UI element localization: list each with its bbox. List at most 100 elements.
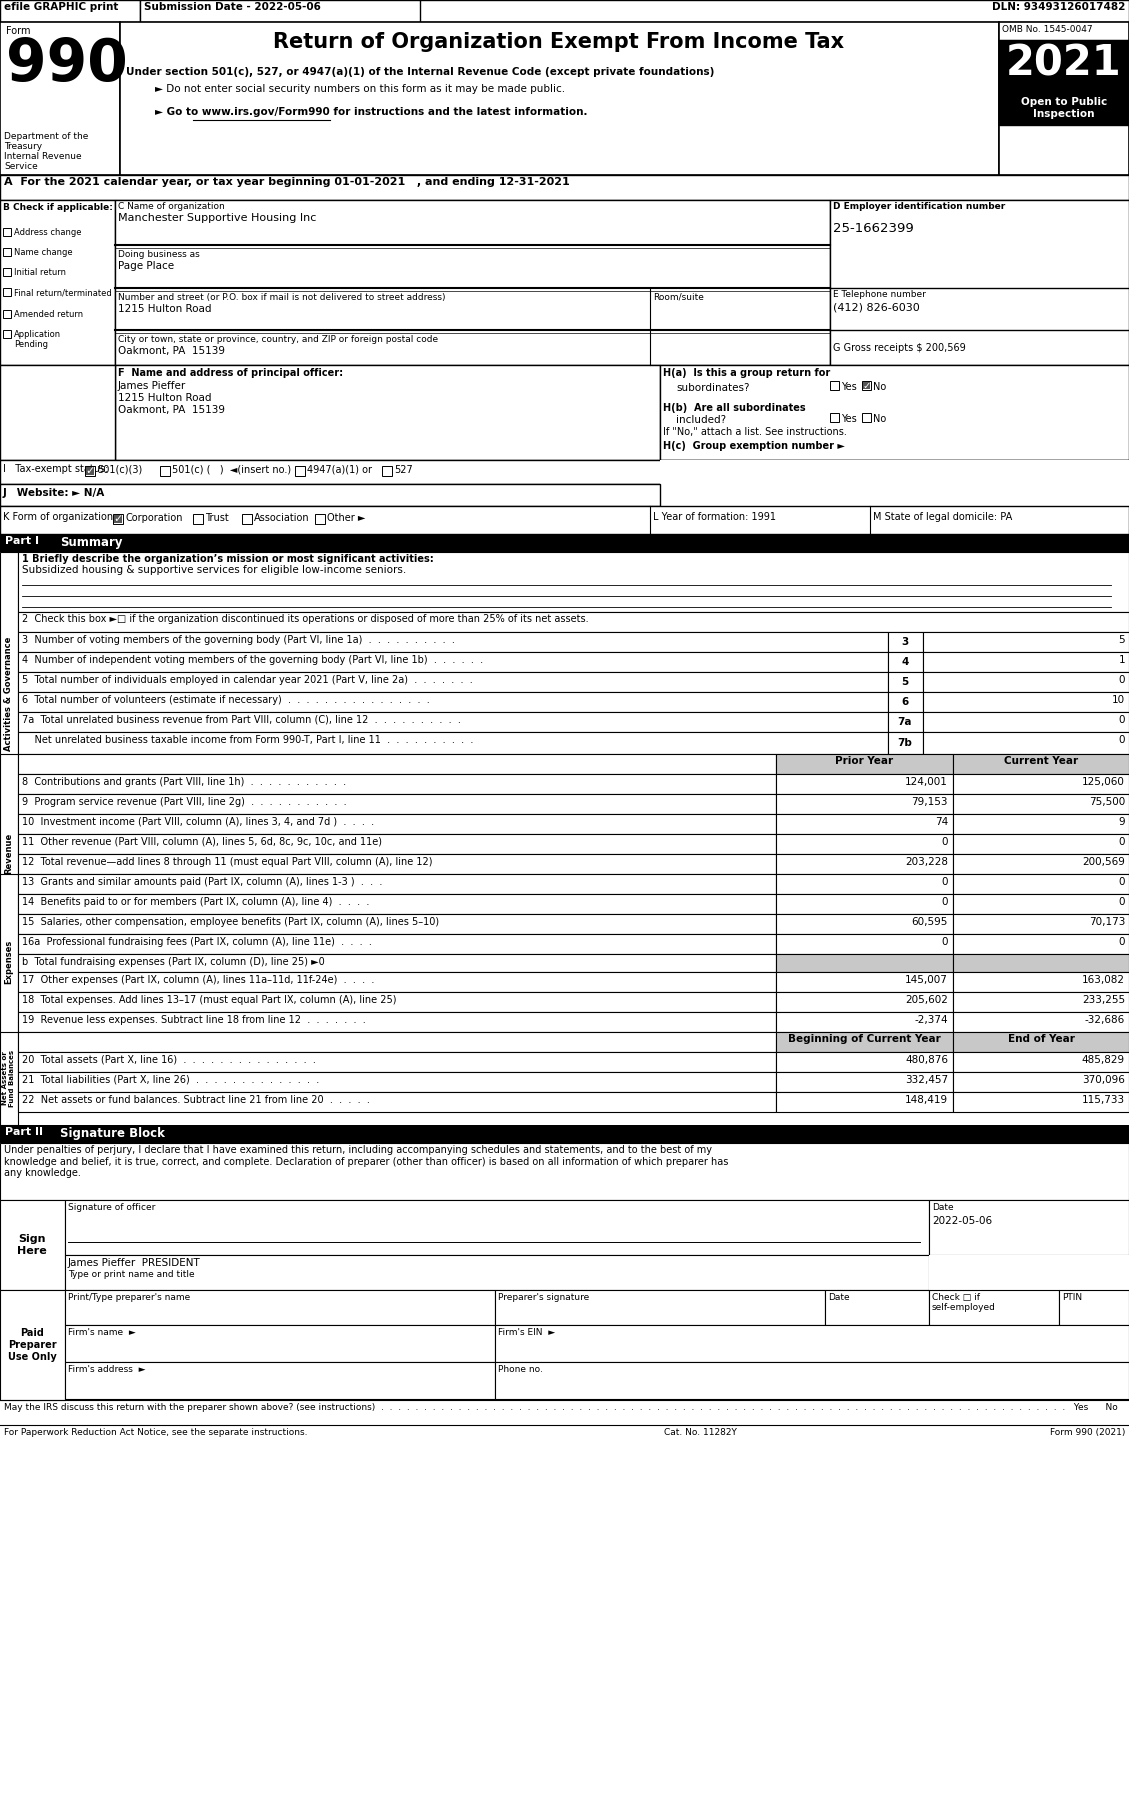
Text: James Pieffer  PRESIDENT: James Pieffer PRESIDENT [68,1257,201,1268]
Bar [120,22,999,174]
Bar [18,713,889,733]
Bar [953,795,1129,814]
Bar [776,914,953,934]
Text: Amended return: Amended return [14,310,84,319]
Text: J   Website: ► N/A: J Website: ► N/A [3,488,105,499]
Text: 0: 0 [1119,836,1124,847]
Text: H(c)  Group exemption number ►: H(c) Group exemption number ► [663,441,844,452]
Bar [776,775,953,795]
Text: 0: 0 [942,876,948,887]
Text: 0: 0 [1119,896,1124,907]
Bar [953,894,1129,914]
Bar [776,1072,953,1092]
Text: Oakmont, PA  15139: Oakmont, PA 15139 [119,346,225,356]
Bar [65,1201,929,1255]
Bar [776,854,953,874]
Text: ► Do not enter social security numbers on this form as it may be made public.: ► Do not enter social security numbers o… [155,83,566,94]
Bar [0,484,660,506]
Bar [3,249,11,256]
Bar [3,288,11,296]
Text: 11  Other revenue (Part VIII, column (A), lines 5, 6d, 8c, 9c, 10c, and 11e): 11 Other revenue (Part VIII, column (A),… [21,836,382,847]
Text: 115,733: 115,733 [1082,1096,1124,1105]
Text: Oakmont, PA  15139: Oakmont, PA 15139 [119,405,225,415]
Bar [18,934,776,954]
Bar [113,513,123,524]
Text: 7a: 7a [898,717,912,727]
Bar [0,0,140,22]
Text: ► Go to www.irs.gov/Form990 for instructions and the latest information.: ► Go to www.irs.gov/Form990 for instruct… [155,107,587,116]
Bar [18,992,776,1012]
Bar [18,1012,776,1032]
Bar [18,914,776,934]
Bar [0,874,18,1050]
Text: 124,001: 124,001 [905,776,948,787]
Bar [776,1092,953,1112]
Text: 60,595: 60,595 [911,918,948,927]
Bar [3,229,11,236]
Bar [0,755,18,952]
Text: 75,500: 75,500 [1088,796,1124,807]
Text: 19  Revenue less expenses. Subtract line 18 from line 12  .  .  .  .  .  .  .: 19 Revenue less expenses. Subtract line … [21,1016,366,1025]
Text: 5: 5 [901,677,909,688]
Text: I   Tax-exempt status:: I Tax-exempt status: [3,464,108,473]
Text: Date: Date [828,1293,850,1302]
Bar [924,671,1129,691]
Text: H(b)  Are all subordinates: H(b) Are all subordinates [663,403,806,414]
Text: Beginning of Current Year: Beginning of Current Year [788,1034,940,1045]
Bar [18,814,776,834]
Bar [18,651,889,671]
Bar [660,365,1129,461]
Bar [65,1362,495,1399]
Text: Other ►: Other ► [327,513,366,522]
Bar [953,775,1129,795]
Text: 148,419: 148,419 [904,1096,948,1105]
Text: 16a  Professional fundraising fees (Part IX, column (A), line 11e)  .  .  .  .: 16a Professional fundraising fees (Part … [21,938,371,947]
Bar [776,1032,953,1052]
Bar [924,631,1129,651]
Text: City or town, state or province, country, and ZIP or foreign postal code: City or town, state or province, country… [119,336,438,345]
Bar [18,691,889,713]
Text: 200,569: 200,569 [1082,856,1124,867]
Text: 10  Investment income (Part VIII, column (A), lines 3, 4, and 7d )  .  .  .  .: 10 Investment income (Part VIII, column … [21,816,374,827]
Bar [0,200,115,365]
Bar [924,733,1129,755]
Bar [953,1092,1129,1112]
Text: Activities & Governance: Activities & Governance [5,637,14,751]
Bar [776,972,953,992]
Bar [18,1032,776,1052]
Bar [18,551,1129,611]
Bar [0,365,115,461]
Bar [953,814,1129,834]
Text: Preparer's signature: Preparer's signature [498,1293,589,1302]
Text: 125,060: 125,060 [1082,776,1124,787]
Text: L Year of formation: 1991: L Year of formation: 1991 [653,512,776,522]
Bar [115,200,830,365]
Text: b  Total fundraising expenses (Part IX, column (D), line 25) ►0: b Total fundraising expenses (Part IX, c… [21,958,325,967]
Text: 7b: 7b [898,738,912,747]
Bar [953,874,1129,894]
Text: 233,255: 233,255 [1082,996,1124,1005]
Bar [18,834,776,854]
Text: DLN: 93493126017482: DLN: 93493126017482 [991,2,1124,13]
Text: No: No [873,414,886,424]
Text: 20  Total assets (Part X, line 16)  .  .  .  .  .  .  .  .  .  .  .  .  .  .  .: 20 Total assets (Part X, line 16) . . . … [21,1056,316,1065]
Text: 9: 9 [1119,816,1124,827]
Text: PTIN: PTIN [1062,1293,1082,1302]
Bar [0,551,18,836]
Text: 2  Check this box ►□ if the organization discontinued its operations or disposed: 2 Check this box ►□ if the organization … [21,613,588,624]
Bar [242,513,252,524]
Text: 8  Contributions and grants (Part VIII, line 1h)  .  .  .  .  .  .  .  .  .  .  : 8 Contributions and grants (Part VIII, l… [21,776,347,787]
Text: (412) 826-6030: (412) 826-6030 [833,303,920,314]
Text: G Gross receipts $ 200,569: G Gross receipts $ 200,569 [833,343,965,354]
Bar [114,515,122,522]
Text: 1215 Hulton Road: 1215 Hulton Road [119,394,211,403]
Bar [953,972,1129,992]
Text: subordinates?: subordinates? [676,383,750,394]
Bar [382,466,392,475]
Text: Form: Form [6,25,30,36]
Text: Current Year: Current Year [1004,756,1078,766]
Text: 2021: 2021 [1006,44,1122,85]
Text: Part II: Part II [5,1126,43,1137]
Bar [889,631,924,651]
Bar [65,1324,495,1362]
